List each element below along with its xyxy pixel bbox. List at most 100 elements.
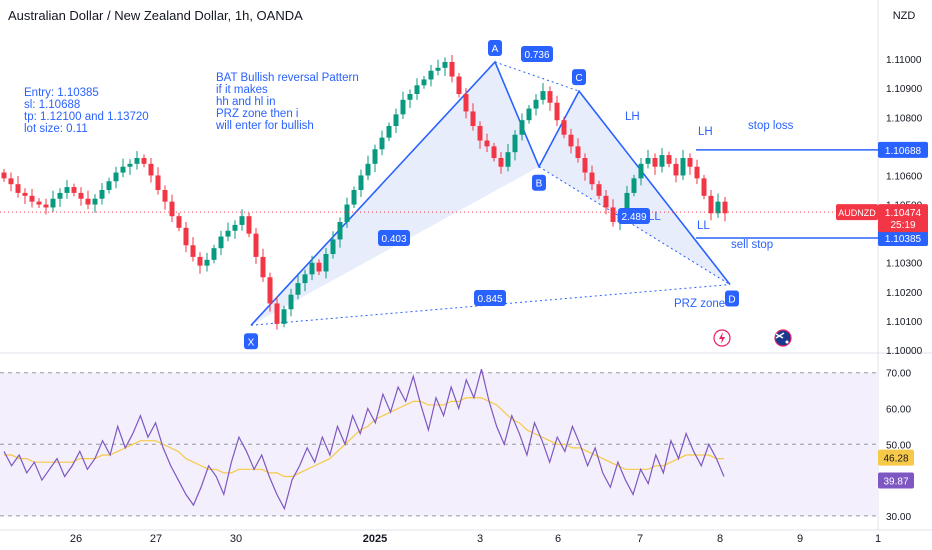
price-tick-label: 1.10200 <box>886 288 923 299</box>
candle-body <box>505 152 511 167</box>
candle-body <box>484 140 490 147</box>
candle-body <box>421 79 427 86</box>
rsi-value-tag <box>878 472 914 489</box>
price-tick-label: 1.10000 <box>886 346 923 357</box>
candle-body <box>435 67 441 71</box>
candle-body <box>652 158 658 167</box>
candle-body <box>50 198 56 208</box>
candle-body <box>337 222 343 240</box>
candle-body <box>708 195 714 214</box>
australia-flag-icon <box>774 329 792 347</box>
trade-note-line: lot size: 0.11 <box>24 123 88 135</box>
pattern-ac-dotted <box>494 61 580 92</box>
pattern-ratio-badge <box>378 230 410 246</box>
candle-body <box>351 190 357 205</box>
pattern-ratio-label: 2.489 <box>621 212 646 223</box>
lower-low-label: LL <box>648 211 661 223</box>
candle-body <box>372 149 378 164</box>
time-tick-label: 3 <box>477 533 483 545</box>
lightning-icon-bolt <box>719 332 725 344</box>
candle-body <box>554 102 560 121</box>
candle-body <box>15 184 21 193</box>
time-tick-label: 26 <box>70 533 82 545</box>
lower-high-label: LH <box>625 111 640 123</box>
pattern-point-label: B <box>536 179 543 190</box>
candle-body <box>197 256 203 266</box>
candle-body <box>449 62 455 77</box>
candle-body <box>603 195 609 208</box>
candle-body <box>610 207 616 222</box>
candle-body <box>232 224 238 231</box>
pattern-point-badge <box>725 290 739 307</box>
price-tick-label: 1.10800 <box>886 113 923 124</box>
price-tick-label: 1.10600 <box>886 171 923 182</box>
flag-icon-cross <box>775 332 785 339</box>
candle-body <box>463 94 469 112</box>
candle-body <box>547 91 553 103</box>
candle-body <box>540 91 546 100</box>
rsi-tick-label: 60.00 <box>886 405 911 416</box>
candle-body <box>659 155 665 167</box>
candle-body <box>631 178 637 193</box>
candle-body <box>645 158 651 164</box>
price-tick-label: 1.10300 <box>886 259 923 270</box>
rsi-value: 39.87 <box>883 477 908 488</box>
candle-body <box>239 216 245 225</box>
candle-body <box>568 134 574 147</box>
rsi-ma-value: 46.28 <box>883 454 908 465</box>
pattern-note-line: will enter for bullish <box>215 120 314 132</box>
candle-body <box>78 192 84 199</box>
pattern-note-line: BAT Bullish reversal Pattern <box>216 72 359 84</box>
candle-body <box>624 192 630 214</box>
pattern-point-badge <box>488 40 502 56</box>
candle-body <box>379 137 385 150</box>
currency-button[interactable]: NZD <box>892 10 916 22</box>
candle-body <box>344 204 350 222</box>
pattern-ratio-label: 0.736 <box>524 50 549 61</box>
candle-body <box>694 166 700 179</box>
rsi-line <box>3 369 725 511</box>
time-tick-label: 30 <box>230 533 242 545</box>
candle-body <box>127 163 133 167</box>
candle-body <box>288 294 294 310</box>
candle-body <box>169 201 175 217</box>
bar-countdown: 25:19 <box>890 220 915 231</box>
candle-body <box>176 216 182 228</box>
candle-body <box>526 108 532 121</box>
candle-body <box>498 158 504 167</box>
lightning-icon <box>713 329 731 347</box>
sell-stop-label: sell stop <box>731 239 773 251</box>
candle-body <box>589 172 595 185</box>
price-tick-label: 1.10100 <box>886 317 923 328</box>
candle-body <box>155 175 161 190</box>
candle-body <box>442 62 448 68</box>
candle-body <box>246 216 252 234</box>
pattern-ratio-badge <box>618 208 650 224</box>
candle-body <box>477 126 483 141</box>
pattern-note-line: hh and hl in <box>216 96 275 108</box>
trade-note-line: tp: 1.12100 and 1.13720 <box>24 111 149 123</box>
candle-body <box>302 274 308 284</box>
candle-body <box>8 178 14 185</box>
last-price-tag <box>878 204 928 233</box>
candle-body <box>204 259 210 266</box>
prz-zone-label: PRZ zone <box>674 298 725 310</box>
candle-body <box>519 120 525 135</box>
candle-body <box>561 120 567 135</box>
candle-body <box>365 163 371 176</box>
candle-body <box>22 192 28 196</box>
level-tag-label: 1.10385 <box>885 234 922 245</box>
candle-body <box>71 187 77 193</box>
candle-body <box>582 158 588 173</box>
candle-body <box>260 256 266 278</box>
level-tag <box>878 230 928 246</box>
pattern-point-label: A <box>492 44 499 55</box>
trade-note-line: sl: 1.10688 <box>24 99 80 111</box>
candle-body <box>274 303 280 324</box>
candle-body <box>393 114 399 126</box>
candle-body <box>225 230 231 237</box>
candle-body <box>673 163 679 176</box>
candle-body <box>162 190 168 202</box>
pattern-point-label: D <box>728 295 735 306</box>
pattern-note-line: if it makes <box>216 84 268 96</box>
